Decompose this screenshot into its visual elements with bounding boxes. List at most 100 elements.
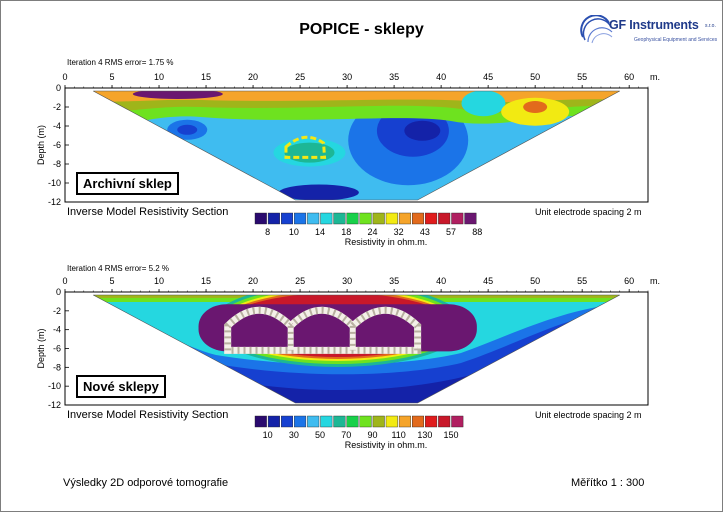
legend-swatch: [359, 415, 372, 428]
chart-1-label: Archivní sklep: [76, 172, 179, 195]
y-tick-label: -2: [53, 306, 61, 316]
x-tick-label: 40: [436, 72, 446, 82]
x-tick-label: 15: [201, 276, 211, 286]
legend-value: 88: [472, 227, 482, 237]
page-title: POPICE - sklepy: [299, 21, 424, 38]
legend-swatch: [425, 415, 438, 428]
chart-2-label: Nové sklepy: [76, 375, 166, 398]
legend-value: 130: [417, 430, 432, 440]
legend-value: 8: [265, 227, 270, 237]
y-tick-label: -12: [48, 197, 61, 207]
region-surface-cyan: [461, 91, 506, 117]
legend-value: 30: [289, 430, 299, 440]
legend-swatch: [398, 415, 411, 428]
company-logo: GF Instruments s.r.o. Geophysical Equipm…: [579, 15, 719, 49]
section-title: Inverse Model Resistivity Section: [67, 409, 228, 421]
legend-swatch: [425, 212, 438, 225]
legend-swatch: [438, 415, 451, 428]
x-tick-label: 30: [342, 72, 352, 82]
iteration-text: Iteration 4 RMS error= 1.75 %: [67, 58, 174, 67]
legend-swatch: [320, 212, 333, 225]
x-tick-label: 45: [483, 276, 493, 286]
y-tick-label: -4: [53, 325, 61, 335]
legend-swatch: [359, 212, 372, 225]
legend-swatch: [320, 415, 333, 428]
logo-subtitle: Geophysical Equipment and Services: [634, 37, 718, 43]
legend-swatch: [346, 212, 359, 225]
legend-value: 90: [367, 430, 377, 440]
legend-swatch: [267, 212, 280, 225]
footer-scale: Měřítko 1 : 300: [571, 477, 645, 489]
x-tick-label: 5: [110, 276, 115, 286]
legend-value: 110: [391, 430, 405, 440]
legend-value: 14: [315, 227, 325, 237]
x-tick-label: 20: [248, 72, 258, 82]
x-unit-label: m.: [650, 72, 660, 82]
x-unit-label: m.: [650, 276, 660, 286]
anomaly-outline: [284, 135, 327, 159]
x-tick-label: 20: [248, 276, 258, 286]
footer-caption: Výsledky 2D odporové tomografie: [63, 477, 229, 489]
x-tick-label: 15: [201, 72, 211, 82]
legend-value: 150: [444, 430, 459, 440]
legend-swatch: [267, 415, 280, 428]
y-tick-label: 0: [56, 287, 61, 297]
x-tick-label: 45: [483, 72, 493, 82]
legend-swatch: [294, 415, 307, 428]
legend-swatch: [451, 415, 464, 428]
legend-value: 70: [341, 430, 351, 440]
x-tick-label: 10: [154, 72, 164, 82]
legend-value: 32: [394, 227, 404, 237]
legend-swatch: [281, 212, 294, 225]
legend-swatch: [333, 212, 346, 225]
legend-swatch: [254, 415, 267, 428]
legend-value: 57: [446, 227, 456, 237]
legend-value: 50: [315, 430, 325, 440]
legend-swatch: [294, 212, 307, 225]
legend-swatch: [385, 415, 398, 428]
legend-label: Resistivity in ohm.m.: [345, 440, 428, 450]
y-tick-label: -8: [53, 159, 61, 169]
resistivity-charts: Depth (m)Iteration 4 RMS error= 1.75 %0 5…: [36, 58, 660, 450]
x-tick-label: 35: [389, 72, 399, 82]
legend-swatch: [438, 212, 451, 225]
legend-swatch: [451, 212, 464, 225]
legend-value: 18: [341, 227, 351, 237]
x-tick-label: 55: [577, 72, 587, 82]
chart-2: Depth (m): [36, 289, 649, 428]
legend-swatch: [307, 212, 320, 225]
globe-icon: [580, 15, 613, 44]
x-tick-label: 0: [62, 72, 67, 82]
x-tick-label: 60: [624, 276, 634, 286]
spacing-text: Unit electrode spacing 2 m: [535, 207, 642, 217]
legend-swatch: [412, 415, 425, 428]
legend-value: 24: [367, 227, 377, 237]
y-tick-label: -4: [53, 121, 61, 131]
y-axis-label: Depth (m): [36, 125, 46, 165]
legend-swatch: [254, 212, 267, 225]
legend-value: 43: [420, 227, 430, 237]
region-left-dark: [177, 124, 198, 135]
x-tick-label: 25: [295, 276, 305, 286]
x-tick-label: 35: [389, 276, 399, 286]
x-tick-label: 60: [624, 72, 634, 82]
x-tick-label: 50: [530, 276, 540, 286]
logo-text: GF Instruments: [609, 18, 699, 32]
legend-value: 10: [263, 430, 273, 440]
legend-swatch: [412, 212, 425, 225]
legend-value: 10: [289, 227, 299, 237]
x-tick-label: 5: [110, 72, 115, 82]
y-tick-label: 0: [56, 83, 61, 93]
region-orange: [523, 101, 548, 113]
region-bottom: [278, 184, 359, 200]
section-title: Inverse Model Resistivity Section: [67, 206, 228, 218]
x-tick-label: 50: [530, 72, 540, 82]
x-tick-label: 30: [342, 276, 352, 286]
spacing-text: Unit electrode spacing 2 m: [535, 410, 642, 420]
x-tick-label: 25: [295, 72, 305, 82]
y-tick-label: -10: [48, 178, 61, 188]
y-tick-label: -6: [53, 344, 61, 354]
y-tick-label: -10: [48, 381, 61, 391]
x-tick-label: 55: [577, 276, 587, 286]
